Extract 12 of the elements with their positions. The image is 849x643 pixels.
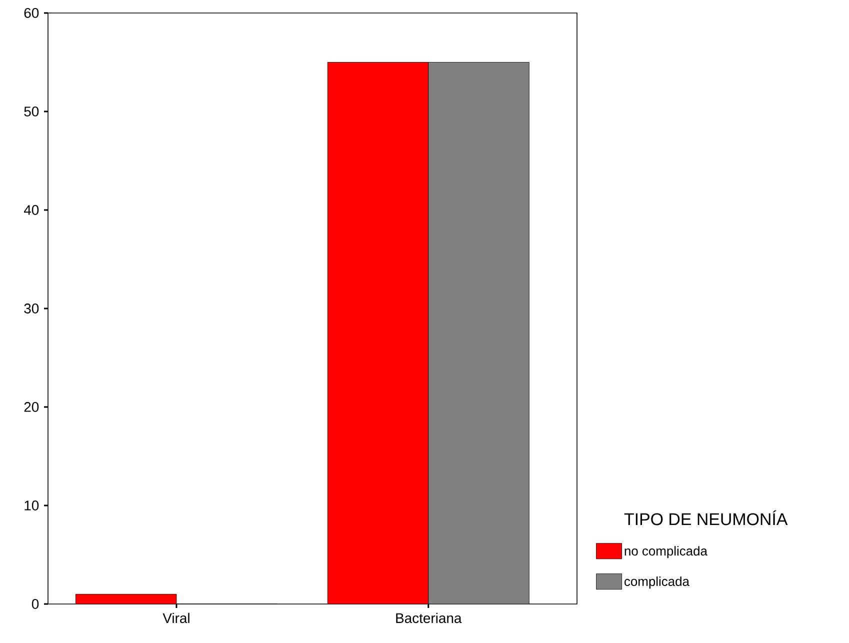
y-tick-label: 30 <box>24 304 39 314</box>
y-tick-label: 0 <box>32 599 39 609</box>
legend-label: complicada <box>624 576 690 589</box>
y-tick-label: 60 <box>24 8 39 18</box>
legend-title: TIPO DE NEUMONÍA <box>624 510 788 526</box>
y-tick-label: 20 <box>24 402 39 412</box>
x-tick-label: Viral <box>162 612 190 624</box>
x-tick-label: Bacteriana <box>396 612 462 624</box>
y-tick-label: 40 <box>24 205 39 215</box>
y-tick-label: 50 <box>24 106 39 116</box>
y-tick-label: 10 <box>24 500 39 510</box>
legend-label: no complicada <box>624 546 708 558</box>
